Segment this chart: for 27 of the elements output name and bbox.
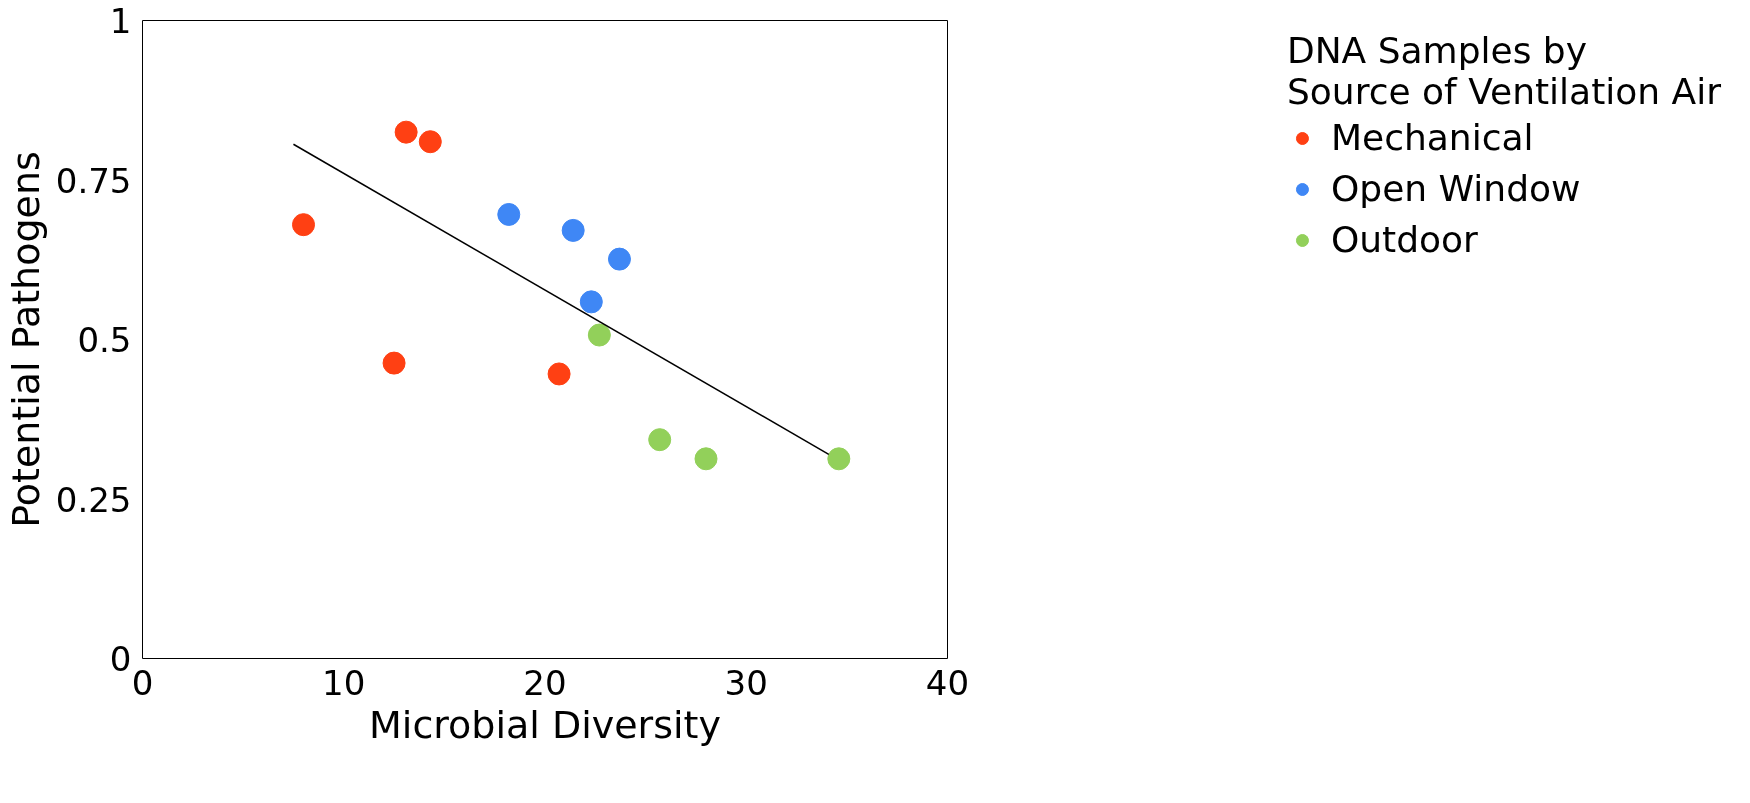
point bbox=[648, 428, 672, 452]
point bbox=[694, 447, 718, 471]
y-axis-title: Potential Pathogens bbox=[3, 151, 48, 528]
point bbox=[497, 202, 521, 226]
point bbox=[394, 120, 418, 144]
y-tick-label: 0.75 bbox=[55, 160, 132, 201]
point bbox=[561, 218, 585, 242]
x-tick-label: 10 bbox=[322, 662, 366, 703]
legend-label: Mechanical bbox=[1330, 117, 1534, 158]
y-tick-label: 0.5 bbox=[77, 320, 132, 360]
point bbox=[579, 290, 603, 314]
point bbox=[547, 362, 571, 386]
y-tick-label: 0.25 bbox=[55, 479, 132, 520]
point bbox=[827, 447, 851, 471]
x-axis-title: Microbial Diversity bbox=[369, 702, 721, 747]
x-tick-label: 20 bbox=[523, 662, 567, 703]
x-tick-label: 40 bbox=[925, 662, 970, 703]
y-tick-label: 1 bbox=[109, 1, 132, 41]
point bbox=[587, 323, 611, 347]
point bbox=[418, 130, 442, 154]
legend-label: Open Window bbox=[1330, 168, 1581, 209]
legend-title: DNA Samples by Source of Ventilation Air bbox=[1286, 30, 1721, 112]
point bbox=[292, 213, 315, 237]
legend-label: Outdoor bbox=[1330, 219, 1478, 260]
point bbox=[382, 351, 406, 375]
point bbox=[607, 247, 631, 271]
x-tick-label: 30 bbox=[724, 662, 768, 703]
